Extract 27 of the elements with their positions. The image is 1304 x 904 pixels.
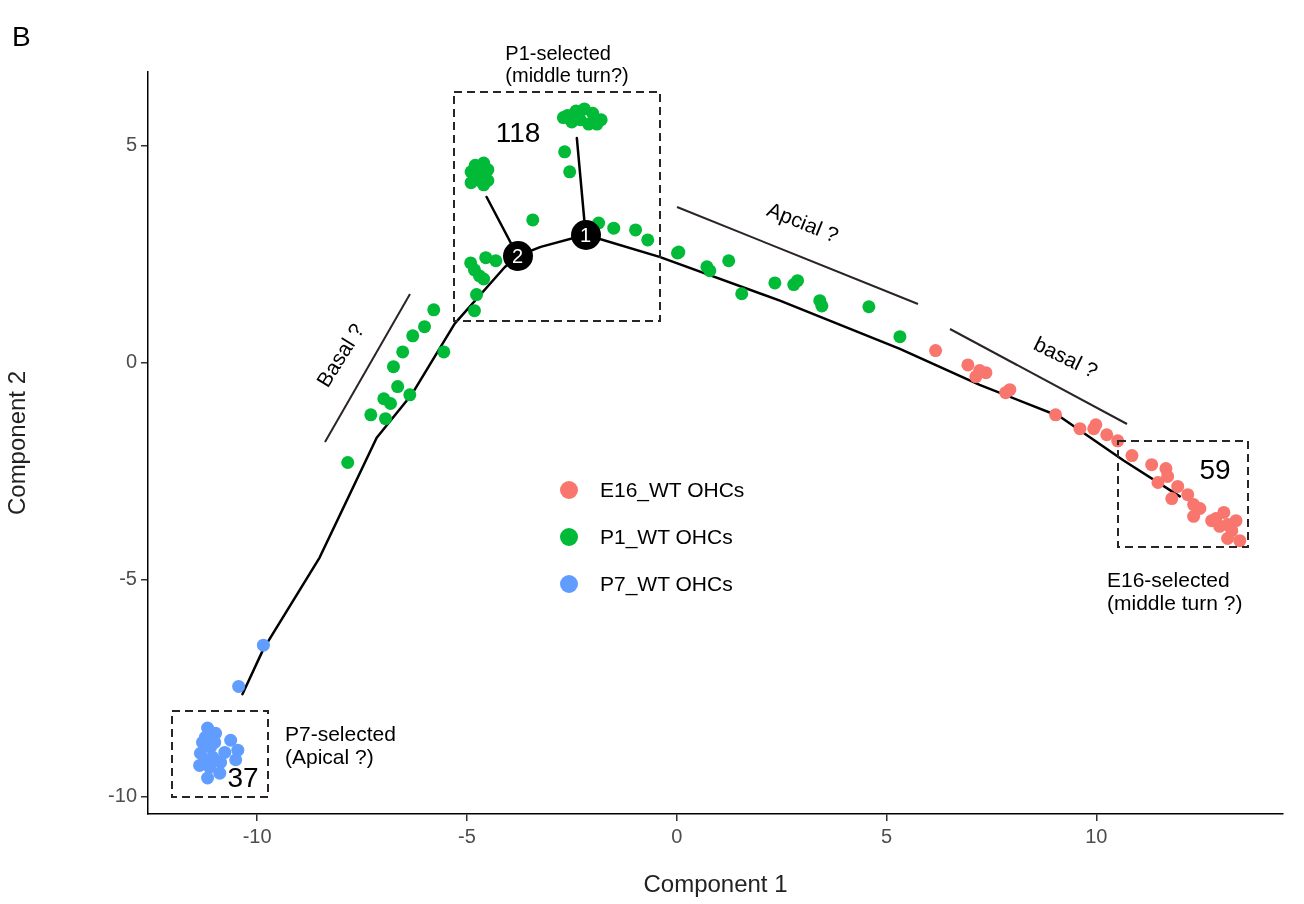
x-tick-label: -10 — [242, 824, 272, 847]
node-circle: 1 — [570, 219, 601, 250]
legend-label: E16_WT OHCs — [600, 477, 745, 502]
y-tick-label: 5 — [125, 133, 137, 156]
annotation: Apcial ? — [764, 197, 842, 247]
y-tick-label: 0 — [125, 350, 137, 373]
text: B — [12, 21, 31, 53]
x-tick-label: 5 — [880, 824, 893, 847]
annotation: 59 — [1199, 453, 1231, 486]
x-tick-label: -5 — [457, 824, 476, 847]
x-axis-title: Component 1 — [643, 870, 788, 898]
y-tick-label: -5 — [119, 567, 137, 590]
annotation: E16-selected (middle turn ?) — [1107, 568, 1243, 615]
annotation: 2 — [512, 244, 524, 267]
x-tick-label: 0 — [671, 824, 683, 847]
x-tick-label: 10 — [1085, 824, 1108, 847]
legend-label: P1_WT OHCs — [600, 524, 733, 549]
legend-label: P7_WT OHCs — [600, 571, 733, 596]
annotation: 1 — [580, 223, 592, 246]
annotation: P1-selected (middle turn?) — [505, 42, 629, 86]
y-axis-title: Component 2 — [3, 370, 31, 516]
annotation: 37 — [227, 761, 259, 794]
y-tick-label: -10 — [108, 784, 137, 807]
node-circle: 2 — [502, 240, 533, 271]
annotation: 118 — [495, 116, 541, 149]
annotation: basal ? — [1030, 331, 1102, 383]
annotation: P7-selected (Apical ?) — [285, 722, 396, 769]
